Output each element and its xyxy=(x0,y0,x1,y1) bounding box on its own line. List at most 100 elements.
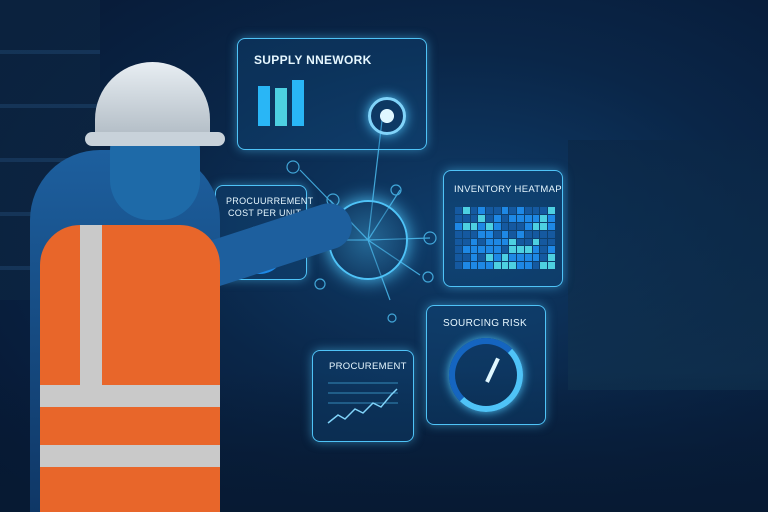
heatmap-cell xyxy=(540,207,548,214)
risk-gauge-icon xyxy=(449,338,523,412)
heatmap-cell xyxy=(470,230,478,238)
heatmap-cell xyxy=(493,222,501,230)
heatmap-cell xyxy=(462,207,470,214)
safety-vest xyxy=(40,225,220,512)
heatmap-cell xyxy=(455,230,462,238)
hard-hat xyxy=(85,62,225,152)
heatmap-cell xyxy=(540,222,548,230)
heatmap-cell xyxy=(486,246,493,254)
heatmap-cell xyxy=(517,222,524,230)
bar-chart-icon xyxy=(258,80,308,126)
heatmap-cell xyxy=(462,254,470,262)
heatmap-cell xyxy=(532,246,540,254)
heatmap-cell xyxy=(548,238,555,246)
heatmap-cell xyxy=(540,230,548,238)
heatmap-cell xyxy=(517,246,524,254)
heatmap-cell xyxy=(455,262,462,269)
supply-network-panel[interactable]: SUPPLY NNEWORK xyxy=(237,38,427,150)
heatmap-cell xyxy=(517,262,524,269)
heatmap-cell xyxy=(470,207,478,214)
heatmap-cell xyxy=(532,262,540,269)
heatmap-cell xyxy=(478,246,486,254)
heatmap-cell xyxy=(478,238,486,246)
heatmap-cell xyxy=(470,238,478,246)
heatmap-cell xyxy=(524,214,532,222)
heatmap-cell xyxy=(501,254,509,262)
heatmap-cell xyxy=(493,207,501,214)
heatmap-cell xyxy=(493,214,501,222)
heatmap-cell xyxy=(548,230,555,238)
procurement-line-chart xyxy=(327,382,398,424)
heatmap-cell xyxy=(470,262,478,269)
heatmap-cell xyxy=(501,230,509,238)
heatmap-cell xyxy=(509,214,517,222)
heatmap-cell xyxy=(524,222,532,230)
heatmap-cell xyxy=(462,238,470,246)
heatmap-cell xyxy=(509,207,517,214)
inventory-heatmap-title: INVENTORY HEATMAP xyxy=(454,184,562,195)
heatmap-cell xyxy=(501,262,509,269)
heatmap-cell xyxy=(478,214,486,222)
heatmap-cell xyxy=(462,214,470,222)
procurement-panel[interactable]: PROCUREMENT xyxy=(312,350,414,442)
heatmap-cell xyxy=(486,238,493,246)
heatmap-cell xyxy=(470,246,478,254)
heatmap-cell xyxy=(486,207,493,214)
heatmap-cell xyxy=(532,207,540,214)
heatmap-cell xyxy=(462,230,470,238)
heatmap-cell xyxy=(478,222,486,230)
heatmap-cell xyxy=(509,246,517,254)
heatmap-cell xyxy=(486,254,493,262)
heatmap-cell xyxy=(455,254,462,262)
heatmap-cell xyxy=(532,222,540,230)
heatmap-cell xyxy=(462,246,470,254)
heatmap-cell xyxy=(548,207,555,214)
heatmap-cell xyxy=(540,238,548,246)
heatmap-cell xyxy=(524,238,532,246)
heatmap-cell xyxy=(532,230,540,238)
heatmap-cell xyxy=(524,207,532,214)
heatmap-cell xyxy=(517,254,524,262)
heatmap-cell xyxy=(455,214,462,222)
sourcing-risk-title: SOURCING RISK xyxy=(443,318,527,329)
heatmap-cell xyxy=(540,214,548,222)
heatmap-cell xyxy=(478,254,486,262)
heatmap-cell xyxy=(548,262,555,269)
heatmap-cell xyxy=(501,214,509,222)
heatmap-cell xyxy=(470,222,478,230)
heatmap-cell xyxy=(493,262,501,269)
heatmap-cell xyxy=(509,230,517,238)
heatmap-cell xyxy=(470,214,478,222)
heatmap-cell xyxy=(455,207,462,214)
heatmap-cell xyxy=(548,246,555,254)
heatmap-cell xyxy=(540,246,548,254)
heatmap-cell xyxy=(524,254,532,262)
heatmap-cell xyxy=(548,254,555,262)
supply-network-title: SUPPLY NNEWORK xyxy=(254,53,372,67)
heatmap-cell xyxy=(493,230,501,238)
heatmap-cell xyxy=(509,238,517,246)
heatmap-cell xyxy=(532,254,540,262)
heatmap-cell xyxy=(517,230,524,238)
heatmap-cell xyxy=(501,246,509,254)
heatmap-cell xyxy=(486,222,493,230)
heatmap-cell xyxy=(462,262,470,269)
network-node-icon xyxy=(368,97,406,135)
heatmap-grid xyxy=(455,207,555,269)
heatmap-cell xyxy=(493,254,501,262)
procurement-cost-title-2: COST PER UNIT xyxy=(228,208,302,218)
inventory-heatmap-panel[interactable]: INVENTORY HEATMAP xyxy=(443,170,563,287)
heatmap-cell xyxy=(509,254,517,262)
sourcing-risk-panel[interactable]: SOURCING RISK xyxy=(426,305,546,425)
heatmap-cell xyxy=(517,238,524,246)
heatmap-cell xyxy=(455,246,462,254)
heatmap-cell xyxy=(509,222,517,230)
heatmap-cell xyxy=(548,214,555,222)
heatmap-cell xyxy=(501,207,509,214)
heatmap-cell xyxy=(455,238,462,246)
heatmap-cell xyxy=(478,262,486,269)
procurement-title: PROCUREMENT xyxy=(329,361,407,372)
heatmap-cell xyxy=(540,254,548,262)
heatmap-cell xyxy=(501,222,509,230)
heatmap-cell xyxy=(524,230,532,238)
